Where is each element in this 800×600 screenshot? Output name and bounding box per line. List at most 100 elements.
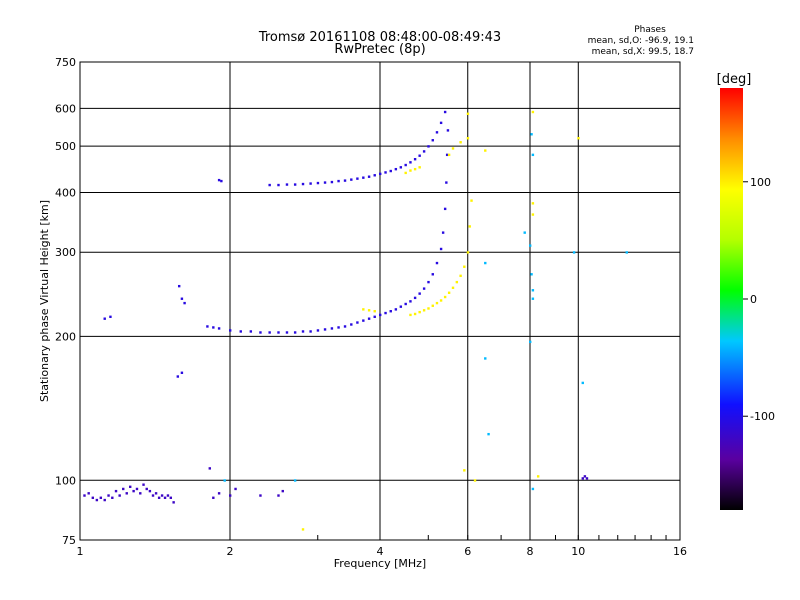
data-point-low_echoes [139, 492, 142, 495]
data-point-low_echoes [585, 477, 589, 480]
data-point-o_trace [180, 371, 184, 374]
data-point-x_trace [431, 304, 434, 307]
data-point-o_trace [330, 327, 334, 330]
data-point-o_trace [446, 129, 450, 132]
data-point-o_trace [212, 326, 215, 329]
data-point-o_trace [249, 330, 253, 333]
data-point-low_echoes [103, 498, 106, 502]
data-point-o_trace [293, 331, 297, 334]
data-point-o_trace [384, 171, 387, 174]
data-point-low_echoes [581, 477, 584, 480]
data-point-x_trace [443, 295, 447, 299]
data-point-o_trace [220, 179, 223, 183]
y-tick-label: 300 [55, 246, 76, 259]
data-point-o_trace [367, 317, 371, 320]
data-point-o_trace [259, 331, 262, 334]
y-tick-label: 500 [55, 140, 76, 153]
data-point-scattered [487, 432, 490, 436]
colorbar-ticks: 100 0 -100 [743, 176, 775, 423]
x-tick-label: 4 [377, 545, 384, 558]
data-point-o_trace [418, 292, 421, 295]
data-point-o_trace [384, 311, 387, 315]
data-point-o_trace [103, 317, 106, 320]
data-point-scattered [223, 479, 226, 482]
data-point-x_trace [463, 265, 466, 268]
data-point-o_trace [183, 301, 186, 305]
data-point-o_trace [301, 182, 305, 186]
x-axis-ticks: 1 2 4 6 8 10 16 [77, 535, 687, 558]
data-point-o_trace [389, 169, 392, 173]
data-point-o_trace [439, 121, 443, 125]
data-point-scattered [484, 261, 487, 265]
x-tick-label: 6 [464, 545, 471, 558]
data-point-o_trace [330, 180, 334, 184]
data-point-o_trace [367, 175, 371, 178]
data-point-o_trace [379, 313, 382, 317]
data-point-o_trace [445, 153, 449, 157]
data-point-x_trace [536, 475, 540, 478]
data-point-x_trace [531, 110, 535, 114]
data-point-x_trace [427, 307, 430, 310]
data-point-o_trace [277, 183, 280, 187]
data-point-o_trace [356, 177, 359, 180]
data-point-o_trace [343, 325, 347, 328]
data-point-x_trace [362, 308, 365, 311]
data-point-x_trace [484, 149, 487, 152]
data-point-o_trace [435, 261, 439, 265]
data-point-x_trace [473, 479, 477, 482]
data-point-o_trace [343, 179, 347, 182]
data-point-o_trace [277, 331, 280, 334]
data-point-scattered [530, 273, 533, 276]
data-point-o_trace [399, 305, 403, 308]
data-point-o_trace [409, 300, 412, 303]
data-point-low_echoes [234, 487, 237, 491]
data-point-scattered [529, 244, 532, 247]
phase-box-line-o: mean, sd,O: -96.9, 19.1 [588, 36, 694, 46]
colorbar-label: [deg] [717, 72, 752, 87]
data-point-o_trace [413, 158, 417, 161]
data-point-x_trace [435, 301, 439, 305]
data-point-o_trace [109, 315, 112, 319]
data-point-o_trace [337, 326, 340, 329]
y-tick-label: 200 [55, 330, 76, 343]
y-tick-label: 75 [62, 534, 76, 547]
data-point-o_trace [431, 139, 434, 142]
phase-box-heading: Phases [634, 25, 666, 35]
x-tick-label: 8 [527, 545, 534, 558]
x-tick-label: 16 [673, 545, 687, 558]
data-point-o_trace [427, 145, 430, 148]
data-point-low_echoes [142, 483, 145, 486]
data-point-x_trace [466, 137, 470, 140]
data-point-scattered [484, 357, 487, 360]
colorbar-tick-label: 0 [750, 293, 757, 306]
data-point-o_trace [439, 247, 443, 251]
data-point-x_trace [413, 167, 417, 171]
data-point-x_trace [418, 310, 421, 314]
data-point-o_trace [268, 183, 271, 187]
data-point-o_trace [422, 287, 426, 290]
data-point-scattered [625, 251, 628, 254]
data-point-low_echoes [583, 475, 587, 478]
data-point-x_trace [367, 309, 371, 312]
data-point-low_echoes [217, 492, 221, 495]
data-point-o_trace [239, 330, 242, 333]
y-axis-ticks: 75 100 200 300 400 500 600 750 [55, 56, 76, 547]
data-point-o_trace [389, 310, 392, 313]
data-point-o_trace [229, 329, 232, 332]
data-point-low_echoes [259, 494, 262, 497]
data-point-low_echoes [114, 489, 118, 493]
data-point-o_trace [337, 179, 340, 183]
data-point-scattered [531, 153, 535, 157]
data-point-o_trace [180, 297, 184, 300]
data-point-x_trace [447, 153, 451, 157]
data-point-o_trace [323, 181, 327, 184]
grid-lines [80, 62, 680, 540]
data-point-o_trace [350, 323, 353, 326]
data-point-low_echoes [91, 496, 95, 499]
y-axis-label: Stationary phase Virtual Height [km] [38, 200, 51, 402]
data-point-x_trace [451, 286, 455, 289]
data-point-low_echoes [148, 489, 152, 493]
data-point-low_echoes [111, 496, 114, 499]
data-point-low_echoes [132, 489, 135, 493]
colorbar [720, 88, 743, 510]
